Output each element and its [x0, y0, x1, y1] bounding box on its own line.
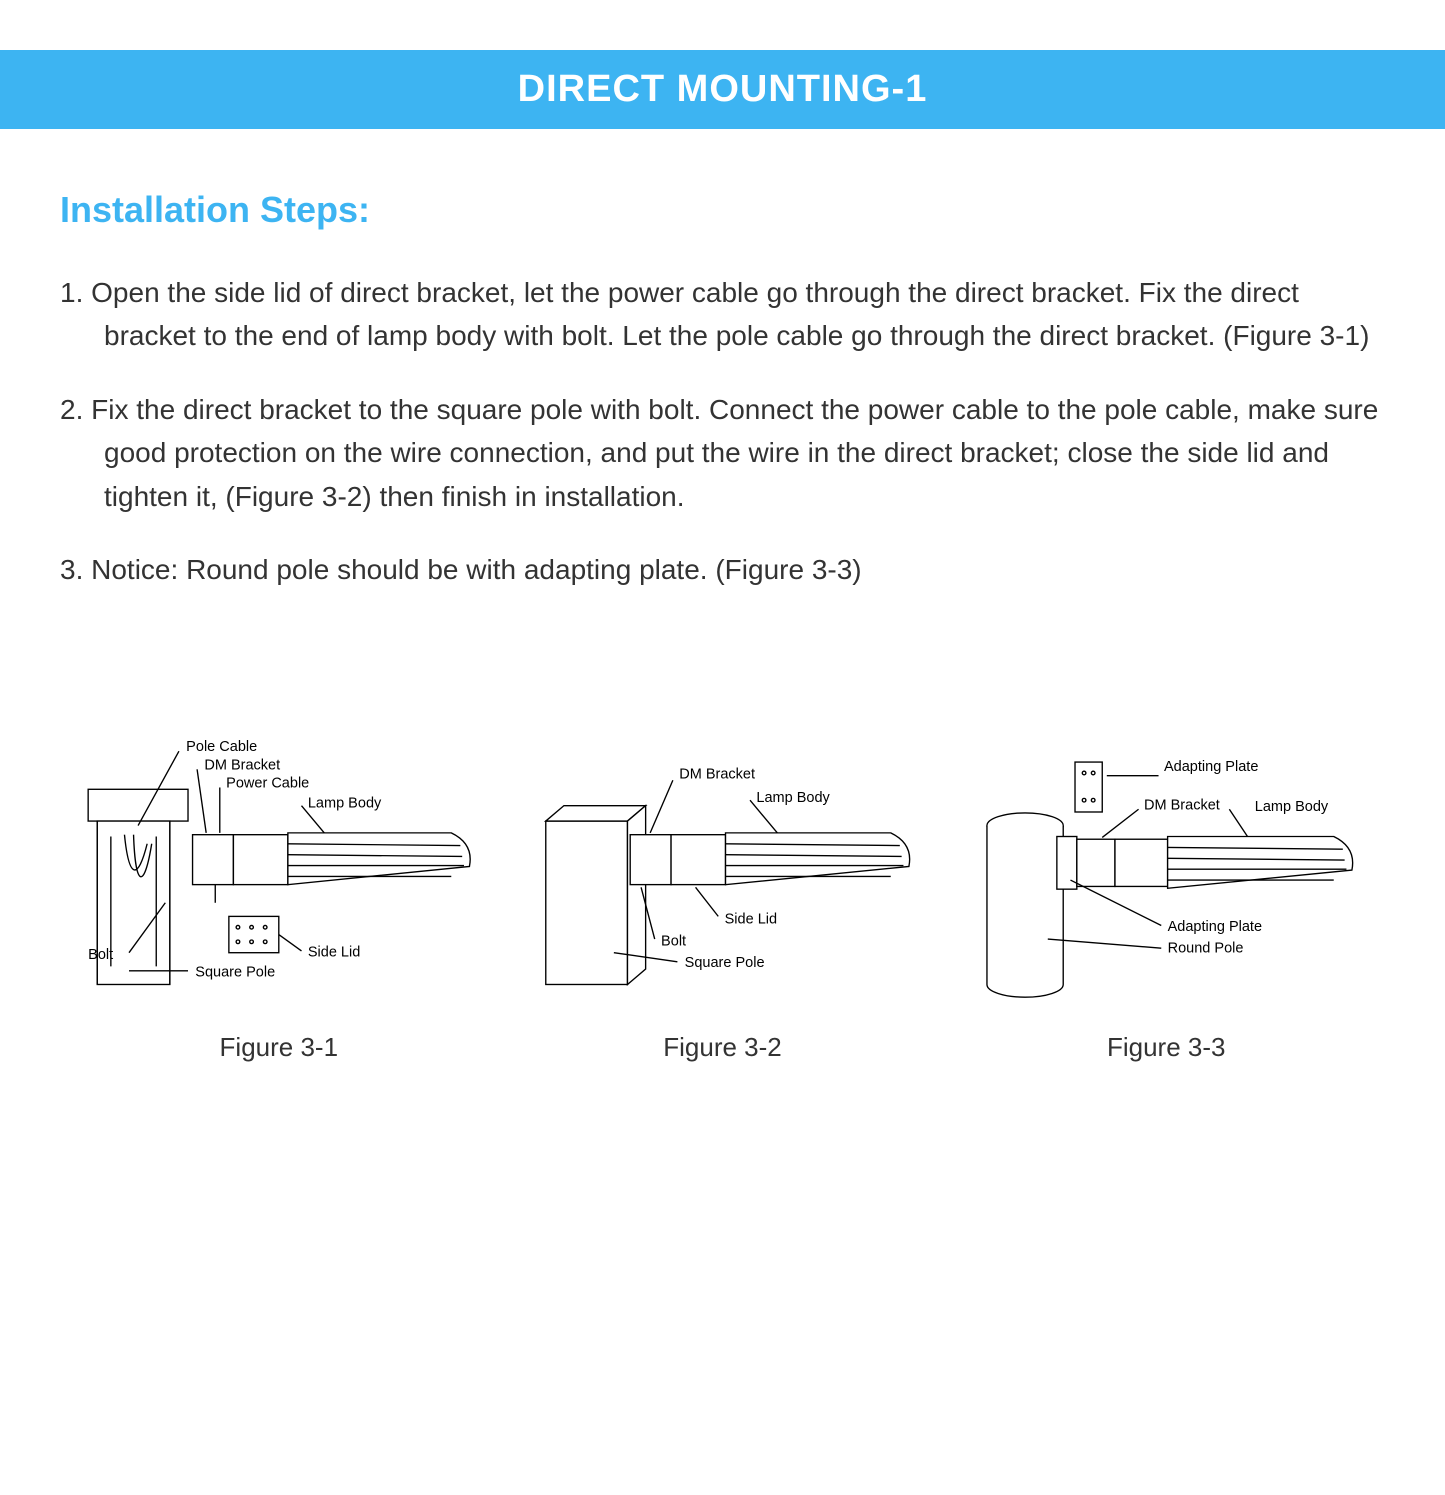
- label-square-pole: Square Pole: [684, 956, 764, 972]
- label-side-lid: Side Lid: [724, 912, 776, 928]
- label-lamp-body: Lamp Body: [308, 796, 382, 812]
- figure-3-1-svg: Pole Cable DM Bracket Power Cable Lamp B…: [70, 721, 488, 1021]
- figure-3-3: Adapting Plate DM Bracket Lamp Body Adap…: [957, 721, 1375, 1063]
- label-dm-bracket: DM Bracket: [679, 767, 755, 783]
- figure-3-2: DM Bracket Lamp Body Side Lid Bolt Squar…: [514, 721, 932, 1063]
- figures-row: Pole Cable DM Bracket Power Cable Lamp B…: [60, 721, 1385, 1063]
- label-bolt: Bolt: [661, 934, 686, 950]
- figure-3-2-caption: Figure 3-2: [514, 1032, 932, 1063]
- step-3: Notice: Round pole should be with adapti…: [60, 548, 1385, 591]
- label-pole-cable: Pole Cable: [186, 740, 257, 756]
- steps-list: Open the side lid of direct bracket, let…: [60, 271, 1385, 591]
- step-2: Fix the direct bracket to the square pol…: [60, 388, 1385, 518]
- section-title: Installation Steps:: [60, 189, 1385, 231]
- label-side-lid: Side Lid: [308, 945, 360, 961]
- figure-3-2-svg: DM Bracket Lamp Body Side Lid Bolt Squar…: [514, 721, 932, 1021]
- page-banner: DIRECT MOUNTING-1: [0, 50, 1445, 129]
- label-lamp-body: Lamp Body: [756, 790, 830, 806]
- label-dm-bracket: DM Bracket: [204, 758, 280, 774]
- label-bolt: Bolt: [88, 947, 113, 963]
- figure-3-3-svg: Adapting Plate DM Bracket Lamp Body Adap…: [957, 721, 1375, 1021]
- label-power-cable: Power Cable: [226, 776, 309, 792]
- label-square-pole: Square Pole: [195, 965, 275, 981]
- label-round-pole: Round Pole: [1168, 941, 1244, 957]
- label-dm-bracket: DM Bracket: [1144, 798, 1220, 814]
- banner-title: DIRECT MOUNTING-1: [518, 68, 928, 110]
- label-adapting-plate: Adapting Plate: [1164, 759, 1258, 775]
- label-lamp-body: Lamp Body: [1255, 799, 1329, 815]
- figure-3-1-caption: Figure 3-1: [70, 1032, 488, 1063]
- figure-3-3-caption: Figure 3-3: [957, 1032, 1375, 1063]
- figure-3-1: Pole Cable DM Bracket Power Cable Lamp B…: [70, 721, 488, 1063]
- label-adapting-plate2: Adapting Plate: [1168, 919, 1262, 935]
- content-area: Installation Steps: Open the side lid of…: [0, 129, 1445, 1063]
- step-1: Open the side lid of direct bracket, let…: [60, 271, 1385, 358]
